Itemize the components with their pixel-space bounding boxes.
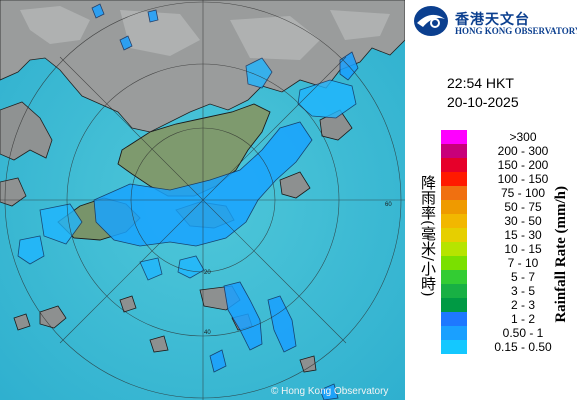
legend-swatch [441, 298, 467, 312]
legend-swatch [441, 172, 467, 186]
legend-row: 200 - 300 [441, 144, 571, 158]
legend-row: 10 - 15 [441, 242, 571, 256]
legend-range-label: 0.15 - 0.50 [494, 340, 552, 354]
legend-swatch [441, 284, 467, 298]
west-small-land [0, 177, 27, 207]
legend-range-label: 0.50 - 1 [502, 326, 544, 340]
legend-row: 0.50 - 1 [441, 326, 571, 340]
range-label-20: 20 [204, 270, 211, 276]
radar-map: 20 40 60 © Hong Kong Observatory [0, 0, 405, 400]
legend-row: 100 - 150 [441, 172, 571, 186]
legend-swatch [441, 326, 467, 340]
mainland-highlights [20, 6, 390, 60]
legend-row: 75 - 100 [441, 186, 571, 200]
range-label-40: 40 [204, 330, 211, 336]
legend-range-label: >300 [509, 130, 537, 144]
legend-row: 3 - 5 [441, 284, 571, 298]
hko-logo-icon [414, 6, 448, 36]
logo-name-en: HONG KONG OBSERVATORY [455, 26, 577, 36]
legend-range-label: 200 - 300 [497, 144, 549, 158]
legend-row: 1 - 2 [441, 312, 571, 326]
legend-swatch [441, 228, 467, 242]
observation-time: 22:54 HKT [447, 75, 514, 91]
copyright-text: © Hong Kong Observatory [271, 386, 388, 397]
legend-row: 5 - 7 [441, 270, 571, 284]
legend-range-label: 15 - 30 [504, 228, 542, 242]
legend-swatch [441, 340, 467, 354]
legend-range-label: 2 - 3 [510, 298, 535, 312]
legend-row: 150 - 200 [441, 158, 571, 172]
legend-row: 2 - 3 [441, 298, 571, 312]
legend-swatch [441, 270, 467, 284]
legend-range-label: 30 - 50 [504, 214, 542, 228]
logo-name-zh: 香港天文台 [455, 12, 530, 28]
observation-date: 20-10-2025 [447, 94, 519, 110]
legend-row: 15 - 30 [441, 228, 571, 242]
legend-title-zh: 降雨率(毫米/小時) [419, 175, 437, 297]
legend-range-label: 150 - 200 [497, 158, 549, 172]
legend-range-label: 1 - 2 [510, 312, 535, 326]
legend-range-label: 5 - 7 [510, 270, 535, 284]
legend-swatch [441, 158, 467, 172]
legend-row: >300 [441, 130, 571, 144]
legend-swatch [441, 312, 467, 326]
legend-swatch [441, 214, 467, 228]
legend-range-label: 50 - 75 [504, 200, 542, 214]
legend-panel: 香港天文台 HONG KONG OBSERVATORY 22:54 HKT 20… [405, 0, 577, 400]
legend-swatch [441, 242, 467, 256]
range-label-60: 60 [385, 202, 392, 208]
legend-swatch [441, 186, 467, 200]
legend-row: 30 - 50 [441, 214, 571, 228]
legend-swatch [441, 200, 467, 214]
range-labels: 20 40 60 [204, 202, 392, 336]
legend-range-label: 3 - 5 [510, 284, 535, 298]
legend-swatch [441, 144, 467, 158]
range-rings [0, 0, 405, 400]
legend-swatch [441, 130, 467, 144]
legend-range-label: 7 - 10 [507, 256, 539, 270]
legend-swatch [441, 256, 467, 270]
legend-range-label: 100 - 150 [497, 172, 549, 186]
legend-row: 7 - 10 [441, 256, 571, 270]
legend-range-label: 10 - 15 [504, 242, 542, 256]
legend-row: 0.15 - 0.50 [441, 340, 571, 354]
legend-range-label: 75 - 100 [500, 186, 546, 200]
legend-row: 50 - 75 [441, 200, 571, 214]
